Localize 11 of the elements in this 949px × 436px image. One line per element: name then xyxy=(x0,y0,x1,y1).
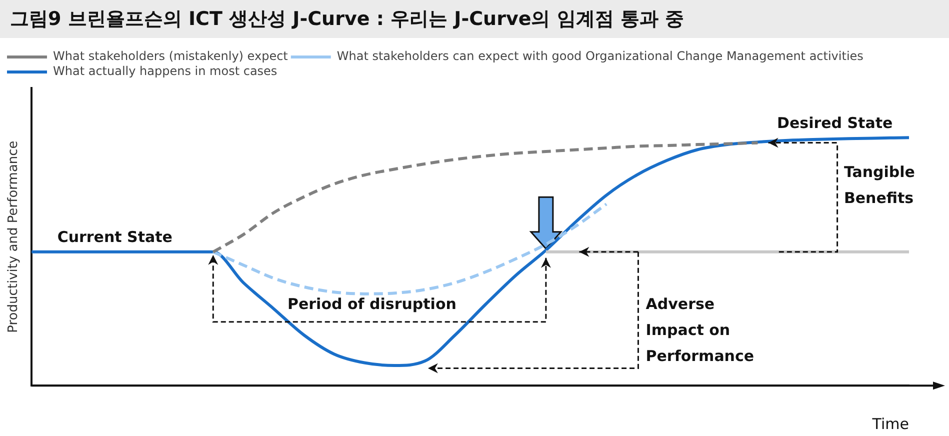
chart-title: 그림9 브린욜프슨의 ICT 생산성 J-Curve : 우리는 J-Curve의 임계점 통과 중 xyxy=(0,0,949,38)
annotation: Current State xyxy=(57,226,172,248)
annotation: Adverse Impact on Performance xyxy=(646,294,756,367)
legend-label: What stakeholders can expect with good Organizational Change Management activities xyxy=(336,49,864,64)
annotation: Tangible Benefits xyxy=(844,162,916,210)
annotation: Period of disruption xyxy=(287,294,456,315)
legend-label: What stakeholders (mistakenly) expect xyxy=(53,49,288,64)
y-axis-title: Productivity and Performance xyxy=(6,140,22,333)
text: Desired State xyxy=(777,112,893,134)
x-axis-title: Time xyxy=(871,414,909,433)
legend-label: What actually happens in most cases xyxy=(53,64,278,78)
